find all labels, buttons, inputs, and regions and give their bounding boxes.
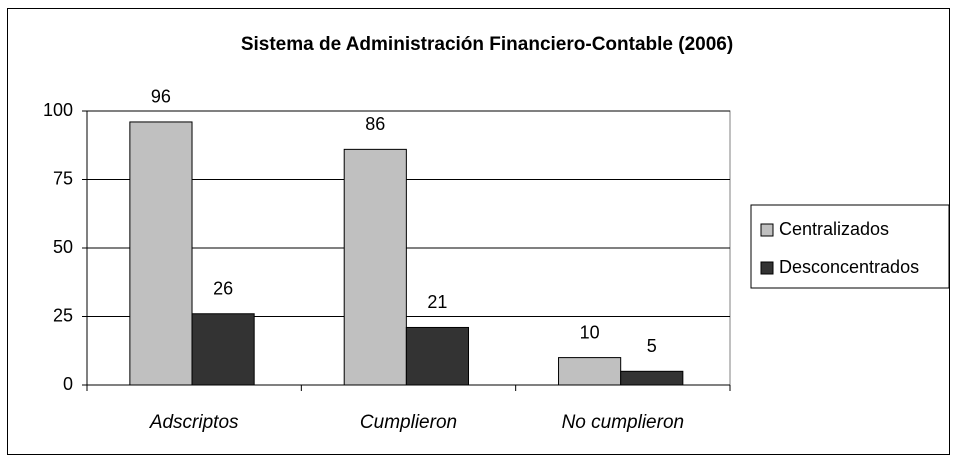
- y-tick-label: 100: [43, 100, 73, 120]
- chart-title: Sistema de Administración Financiero-Con…: [241, 34, 733, 55]
- bar: [129, 121, 193, 386]
- x-tick-label: Adscriptos: [149, 412, 239, 433]
- bar: [558, 357, 622, 386]
- value-label: 5: [647, 336, 657, 356]
- legend-label: Desconcentrados: [779, 257, 919, 277]
- bar: [343, 148, 407, 386]
- y-tick-label: 0: [63, 374, 73, 394]
- legend-swatch: [760, 261, 774, 275]
- value-label: 21: [427, 292, 447, 312]
- x-tick-label: No cumplieron: [562, 412, 685, 433]
- bar: [191, 313, 255, 386]
- y-tick-label: 25: [53, 305, 73, 325]
- legend-label: Centralizados: [779, 219, 889, 239]
- legend-swatch: [760, 223, 774, 237]
- bar: [405, 326, 470, 386]
- value-label: 10: [580, 322, 600, 342]
- bar: [620, 370, 684, 386]
- x-tick-label: Cumplieron: [360, 412, 457, 433]
- legend-box: [750, 204, 950, 289]
- y-tick-label: 75: [53, 168, 73, 188]
- value-label: 96: [151, 87, 171, 107]
- value-label: 26: [213, 279, 233, 299]
- value-label: 86: [365, 114, 385, 134]
- y-tick-label: 50: [53, 237, 73, 257]
